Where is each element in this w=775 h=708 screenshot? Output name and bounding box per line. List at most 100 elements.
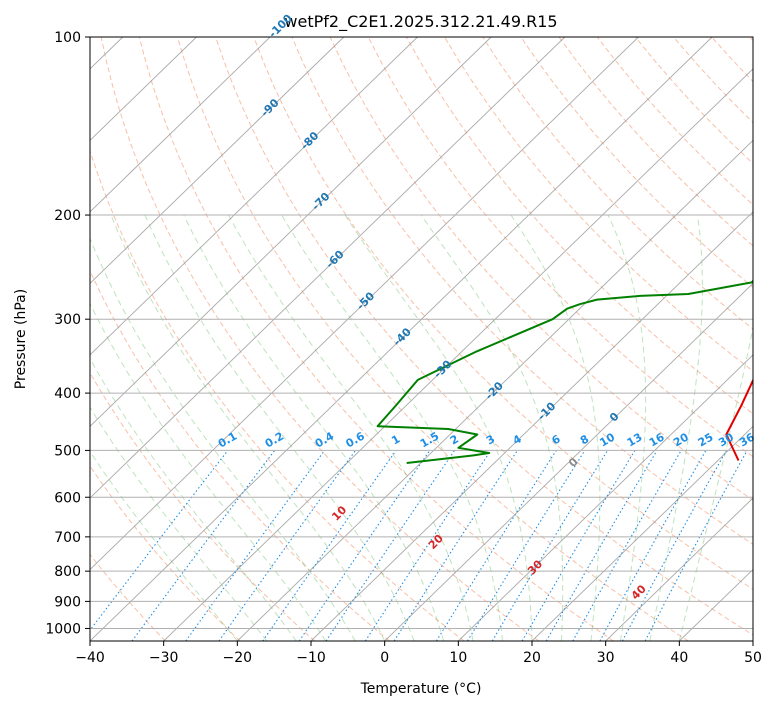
isotherm-line: [90, 37, 345, 285]
mixing-ratio-line: [644, 450, 748, 641]
x-tick-label: −40: [75, 650, 105, 666]
moist-adiabat-line: [110, 214, 386, 641]
mixing-ratio-line: [545, 450, 658, 641]
dry-adiabat-label: 10: [329, 503, 349, 523]
profile-lines: [376, 279, 753, 464]
moist-adiabat-line: [649, 214, 703, 641]
mixing-ratio-label: 0.1: [216, 429, 239, 450]
dry-adiabat-line: [90, 465, 241, 641]
x-axis-label: Temperature (°C): [360, 681, 482, 697]
dry-adiabat-line: [138, 37, 614, 641]
dewpoint-line: [376, 279, 753, 464]
pressure-gridlines: [90, 37, 753, 629]
moist-adiabat-line: [90, 357, 297, 641]
x-axis-ticks: −40 −30 −20 −10 0 10 20 30 40 50: [75, 641, 762, 666]
mixing-ratio-line: [262, 450, 397, 641]
line-labels: -100-90-80-70-60-50-40-30-20-10 010203040…: [216, 12, 757, 603]
isotherm-line: [678, 568, 753, 641]
dry-adiabat-line: [711, 37, 753, 83]
isotherm-line: [605, 497, 753, 641]
x-tick-label: 0: [380, 650, 389, 666]
dry-adiabat-line: [90, 269, 390, 641]
mixing-ratio-line: [621, 450, 727, 641]
y-tick-label: 800: [54, 564, 81, 580]
mixing-ratio-line: [298, 450, 431, 641]
dry-adiabat-line: [90, 553, 166, 641]
mixing-ratio-label: 16: [647, 430, 667, 449]
isotherm-line: [90, 37, 197, 142]
moist-adiabat-line: [281, 214, 503, 641]
y-axis-label: Pressure (hPa): [13, 289, 29, 389]
dry-adiabat-line: [482, 37, 753, 330]
moist-adiabat-line: [420, 214, 564, 641]
mixing-ratio-label: 20: [671, 430, 691, 449]
mixing-ratio-line: [572, 450, 682, 641]
temperature-line: [725, 378, 753, 461]
isotherm-line: [90, 37, 566, 499]
mixing-ratio-line: [467, 450, 586, 641]
dry-adiabat-line: [367, 37, 753, 458]
dry-adiabat-line: [444, 37, 753, 372]
dry-adiabat-line: [176, 37, 689, 641]
isotherm-line: [384, 282, 753, 641]
dry-adiabat-line: [673, 37, 753, 124]
y-tick-label: 500: [54, 443, 81, 459]
isotherm-line: [90, 37, 492, 428]
dry-adiabat-line: [253, 37, 753, 590]
dry-adiabat-line: [749, 37, 753, 42]
isotherm-line: [310, 211, 753, 641]
moist-adiabat-line: [510, 214, 601, 641]
mixing-ratio-label: 0.4: [313, 429, 337, 450]
dry-adiabat-line: [520, 37, 753, 288]
y-tick-label: 1000: [45, 621, 81, 637]
dry-adiabat-line: [215, 37, 753, 636]
y-axis-ticks: 100 200 300 400 500 600 700 800 900 1000: [45, 30, 90, 637]
mixing-ratio-label: 3: [484, 432, 497, 447]
mixing-ratio-line: [364, 450, 492, 641]
isotherm-line: [457, 354, 753, 641]
isotherm-line: [752, 640, 753, 641]
dry-adiabat-line: [100, 37, 540, 641]
mixing-ratio-label: 36: [737, 430, 757, 449]
dry-adiabat-label: 40: [629, 582, 649, 602]
moist-adiabat-line: [228, 214, 474, 641]
mixing-ratio-line: [491, 450, 609, 641]
mixing-ratio-label: 8: [578, 432, 591, 447]
x-tick-label: 50: [744, 650, 762, 666]
isotherm-line: [236, 139, 753, 641]
mixing-ratio-line: [131, 450, 276, 641]
y-tick-label: 700: [54, 530, 81, 546]
mixing-ratio-label: 1.5: [418, 430, 441, 451]
moist-adiabat-line: [607, 214, 647, 641]
dry-adiabat-line: [90, 371, 316, 641]
mixing-ratio-line: [218, 450, 356, 641]
isotherm-line: [90, 37, 639, 571]
mixing-ratio-label: 6: [549, 432, 562, 447]
isotherm-line: [163, 68, 753, 641]
plot-frame: [89, 36, 754, 642]
moist-adiabat-line: [144, 214, 415, 641]
x-tick-label: 40: [670, 650, 688, 666]
moist-adiabat-line: [183, 214, 445, 641]
x-tick-label: 10: [449, 650, 467, 666]
x-tick-label: 20: [523, 650, 541, 666]
moist-adiabat-line: [344, 214, 533, 641]
isotherm-line: [90, 37, 713, 641]
isotherm-line: [90, 37, 418, 356]
moist-adiabat-line: [90, 450, 238, 641]
mixing-ratio-line: [185, 450, 326, 641]
dry-adiabat-line: [90, 149, 465, 641]
dry-adiabat-label: 30: [525, 557, 545, 577]
y-tick-label: 200: [54, 208, 81, 224]
background-lines: [90, 37, 753, 641]
dry-adiabat-line: [634, 37, 753, 165]
x-tick-label: 30: [597, 650, 615, 666]
moist-adiabat-line: [90, 302, 327, 641]
moist-adiabat-line: [90, 406, 268, 641]
y-tick-label: 600: [54, 490, 81, 506]
mixing-ratio-label: 2: [448, 432, 461, 447]
mixing-ratio-label: 25: [696, 431, 716, 450]
y-tick-label: 400: [54, 386, 81, 402]
mixing-ratio-line: [521, 450, 636, 641]
mixing-ratio-line: [393, 450, 518, 641]
